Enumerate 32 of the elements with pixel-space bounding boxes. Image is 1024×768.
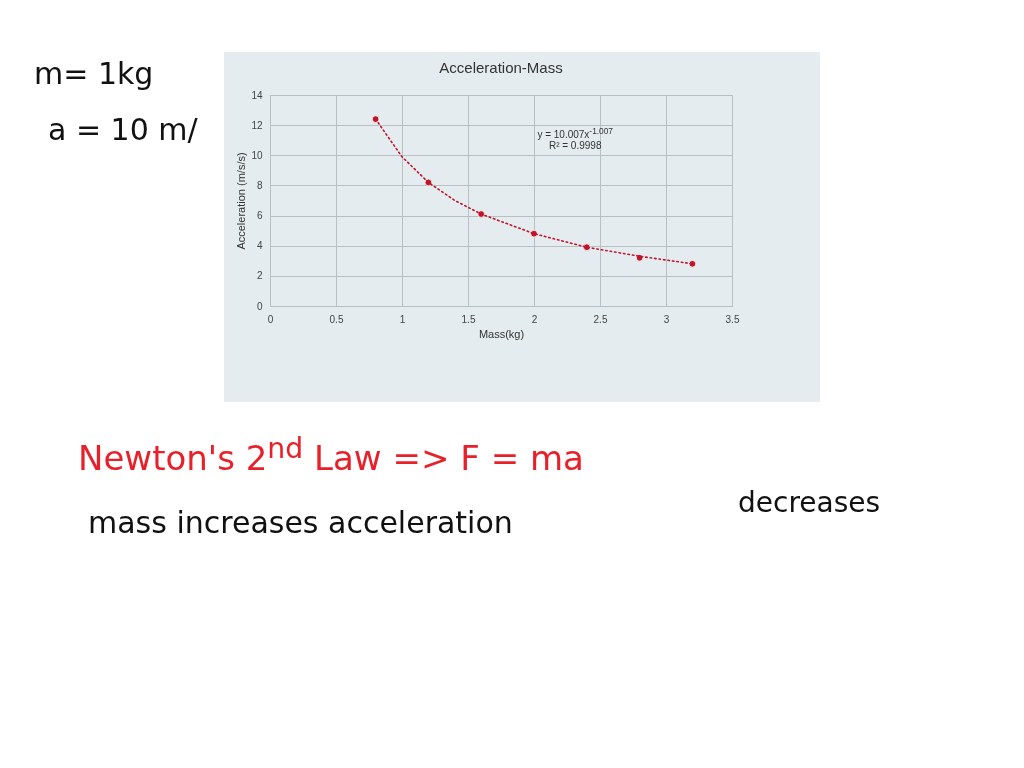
x-tick-label: 1 — [399, 313, 406, 325]
x-tick-label: 2 — [531, 313, 538, 325]
point — [688, 260, 697, 268]
y-tick-label: 14 — [251, 89, 263, 101]
x-tick-label: 3 — [663, 313, 670, 325]
y-tick-label: 10 — [251, 149, 263, 161]
point — [635, 254, 644, 262]
y-tick-label: 8 — [256, 179, 263, 191]
y-tick-label: 4 — [256, 240, 263, 252]
x-tick-label: 3.5 — [725, 313, 740, 325]
x-tick-label: 0.5 — [329, 313, 344, 325]
text: mass increases acceleration — [88, 505, 513, 540]
text: decreases — [738, 486, 881, 519]
x-tick-label: 1.5 — [461, 313, 476, 325]
point — [371, 115, 380, 123]
text: a = 10 m/ — [48, 112, 198, 147]
annotation: y = 10.007x$^{-1.007}$ — [537, 126, 613, 141]
y-tick-label: 2 — [256, 270, 263, 282]
chart-title: Acceleration-Mass — [439, 59, 563, 76]
y-tick-label: 12 — [251, 119, 263, 131]
x-tick-label: 0 — [267, 313, 274, 325]
y-axis-title: Acceleration (m/s/s) — [235, 152, 248, 250]
y-tick-label: 0 — [256, 300, 263, 312]
annotation: R² = 0.9998 — [548, 140, 602, 152]
point — [477, 210, 485, 218]
text: Newton's 2$^{nd}$ Law => F = ma — [78, 432, 584, 479]
y-tick-label: 6 — [256, 210, 263, 222]
x-axis-title: Mass(kg) — [478, 327, 525, 340]
point — [530, 229, 538, 238]
x-tick-label: 2.5 — [593, 313, 608, 325]
point — [583, 243, 591, 251]
text: m= 1kg — [34, 56, 154, 91]
